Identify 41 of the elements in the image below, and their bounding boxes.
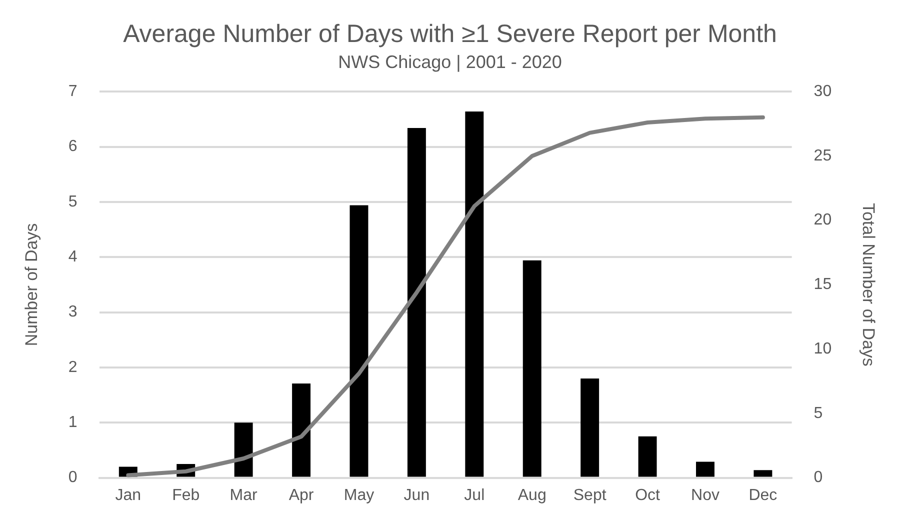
y2-axis-title: Total Number of Days [859, 202, 878, 366]
chart-title: Average Number of Days with ≥1 Severe Report per Month [123, 20, 777, 48]
x-tick-label: May [344, 486, 374, 504]
chart-subtitle: NWS Chicago | 2001 - 2020 [338, 52, 562, 72]
x-tick-label: Jul [464, 486, 485, 504]
y-tick-label: 6 [68, 138, 78, 156]
y2-tick-label: 25 [814, 147, 832, 164]
bar [407, 128, 426, 477]
y-tick-label: 2 [68, 358, 78, 376]
bar [638, 436, 657, 477]
y2-tick-label: 5 [814, 404, 823, 422]
y-tick-label: 1 [68, 414, 78, 432]
bar [350, 205, 368, 477]
y2-tick-label: 15 [814, 276, 832, 294]
y2-tick-label: 0 [814, 469, 823, 486]
x-tick-label: Aug [518, 486, 546, 504]
bar [292, 383, 311, 477]
bar [580, 378, 600, 477]
bar [465, 111, 484, 477]
y-tick-label: 3 [68, 304, 78, 321]
x-tick-label: Oct [635, 486, 661, 504]
y-tick-label: 0 [68, 469, 78, 486]
x-tick-label: Nov [691, 486, 720, 504]
y2-tick-label: 10 [814, 340, 832, 358]
y2-tick-label: 20 [814, 212, 832, 229]
bar [754, 470, 772, 477]
y-axis-title: Number of Days [22, 223, 41, 346]
x-tick-label: Feb [172, 486, 200, 504]
x-tick-label: Jun [404, 486, 430, 504]
x-tick-label: Mar [230, 486, 258, 504]
y-tick-label: 4 [68, 248, 78, 266]
y2-tick-label: 30 [814, 83, 832, 100]
y-tick-label: 5 [68, 193, 78, 210]
x-tick-label: Sept [573, 486, 607, 504]
y-tick-label: 7 [68, 83, 78, 100]
bar [696, 462, 714, 477]
x-tick-label: Jan [115, 486, 142, 504]
x-tick-label: Dec [748, 486, 778, 504]
bar [522, 260, 542, 477]
bar [234, 422, 253, 477]
x-tick-label: Apr [288, 486, 314, 504]
